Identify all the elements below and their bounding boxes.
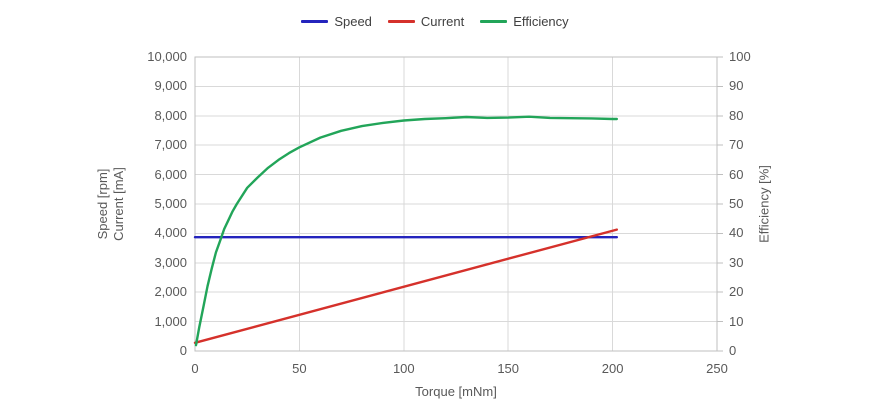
left-axis-title-line-speed: Speed [rpm]	[95, 168, 110, 240]
y-left-tick-label: 6,000	[154, 166, 187, 182]
legend-item-current: Current	[387, 13, 465, 29]
chart-legend: Speed Current Efficiency	[0, 12, 870, 30]
y-left-tick-label: 10,000	[147, 49, 187, 64]
x-tick-label: 0	[191, 361, 199, 376]
legend-item-efficiency: Efficiency	[480, 13, 569, 29]
series-line-efficiency	[194, 115, 618, 347]
legend-line-swatch-current	[387, 19, 415, 23]
legend-label-current: Current	[420, 13, 465, 29]
y-right-tick-label: 20	[729, 284, 744, 300]
x-tick-label: 100	[392, 361, 415, 376]
y-left-tick-label: 3,000	[154, 254, 187, 270]
y-right-tick-label: 60	[729, 166, 744, 182]
x-tick-label: 50	[292, 361, 307, 376]
y-left-tick-label: 0	[179, 343, 187, 358]
x-axis-title: Torque [mNm]	[415, 384, 497, 399]
legend-label-speed: Speed	[334, 13, 372, 29]
y-right-tick-label: 80	[729, 107, 744, 123]
legend-line-swatch-efficiency	[480, 19, 508, 23]
y-left-tick-label: 2,000	[154, 284, 187, 300]
y-right-tick-label: 70	[729, 137, 744, 153]
x-tick-label: 150	[497, 361, 520, 376]
y-left-tick-label: 5,000	[154, 196, 187, 211]
legend-label-efficiency: Efficiency	[513, 13, 569, 29]
y-left-tick-label: 8,000	[154, 107, 187, 123]
y-left-tick-label: 4,000	[154, 225, 187, 241]
y-right-tick-label: 30	[729, 254, 744, 270]
y-left-tick-label: 9,000	[154, 78, 187, 94]
y-left-tick-label: 1,000	[154, 313, 187, 329]
y-right-tick-label: 50	[729, 196, 744, 211]
y-right-tick-label: 0	[729, 343, 737, 358]
legend-item-speed: Speed	[301, 14, 372, 29]
legend-line-swatch-speed	[301, 19, 329, 23]
y-right-tick-label: 100	[729, 49, 751, 64]
y-right-tick-label: 40	[729, 225, 744, 241]
y-right-tick-label: 90	[729, 78, 744, 94]
x-tick-label: 250	[706, 361, 728, 376]
series-line-current	[193, 228, 618, 344]
left-axis-title: Speed [rpm] Current [mA]	[95, 167, 127, 241]
y-right-tick-label: 10	[729, 313, 744, 329]
left-axis-title-line-current: Current [mA]	[111, 167, 126, 241]
x-tick-label: 200	[601, 361, 624, 376]
y-left-tick-label: 7,000	[154, 137, 187, 153]
